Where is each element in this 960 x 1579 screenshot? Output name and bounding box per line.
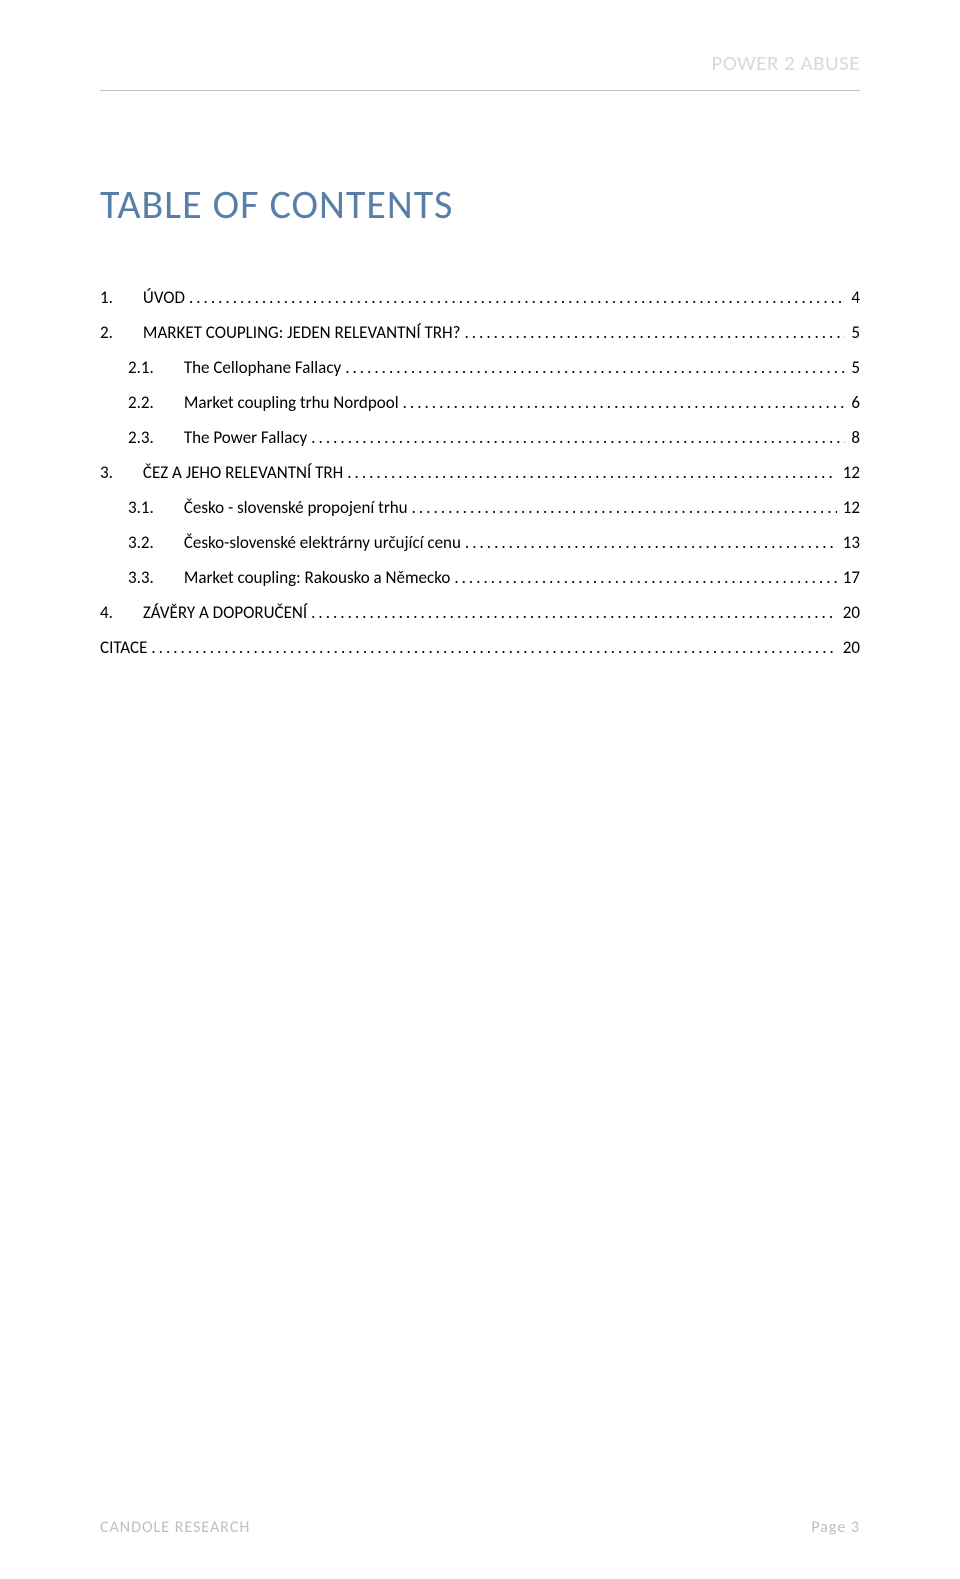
toc-label: The Power Fallacy: [184, 429, 307, 446]
toc-label: Česko-slovenské elektrárny určující cenu: [184, 534, 461, 551]
toc-page-number: 13: [841, 534, 860, 551]
toc-label: Market coupling: Rakousko a Německo: [184, 569, 451, 586]
toc-row[interactable]: 3.3. Market coupling: Rakousko a Německo 1…: [100, 569, 860, 586]
toc-number: 2.3.: [128, 429, 154, 446]
toc-label: CITACE: [100, 639, 147, 656]
footer: CANDOLE RESEARCH Page 3: [100, 1518, 860, 1537]
toc-leader-dots: [403, 394, 846, 411]
toc-number: 2.2.: [128, 394, 154, 411]
toc-number: 3.: [100, 464, 113, 481]
content-area: TABLE OF CONTENTS 1. ÚVOD 4 2. MARKET COUPLI…: [100, 180, 860, 674]
toc-row[interactable]: 2.3. The Power Fallacy 8: [100, 429, 860, 446]
toc-leader-dots: [311, 604, 837, 621]
toc-row[interactable]: 3.2. Česko-slovenské elektrárny určující …: [100, 534, 860, 551]
toc-number: 3.3.: [128, 569, 154, 586]
toc-leader-dots: [465, 534, 837, 551]
toc-number: 1.: [100, 289, 113, 306]
toc-row[interactable]: 1. ÚVOD 4: [100, 289, 860, 306]
toc-row[interactable]: 3.1. Česko - slovenské propojení trhu 12: [100, 499, 860, 516]
toc-row[interactable]: 3. ČEZ A JEHO RELEVANTNÍ TRH 12: [100, 464, 860, 481]
toc-row[interactable]: CITACE 20: [100, 639, 860, 656]
toc-number: 2.: [100, 324, 113, 341]
toc-label: Česko - slovenské propojení trhu: [184, 499, 408, 516]
toc-page-number: 4: [849, 289, 860, 306]
toc-row[interactable]: 4. ZÁVĚRY A DOPORUČENÍ 20: [100, 604, 860, 621]
toc-label: ÚVOD: [143, 289, 185, 306]
toc-page-number: 8: [849, 429, 860, 446]
toc-label: ZÁVĚRY A DOPORUČENÍ: [143, 604, 307, 621]
toc-leader-dots: [311, 429, 845, 446]
toc-leader-dots: [151, 639, 836, 656]
toc-leader-dots: [189, 289, 845, 306]
page-title: TABLE OF CONTENTS: [100, 180, 860, 229]
toc-number: 3.1.: [128, 499, 154, 516]
toc-number: 4.: [100, 604, 113, 621]
footer-left: CANDOLE RESEARCH: [100, 1518, 250, 1537]
toc-page-number: 5: [849, 324, 860, 341]
table-of-contents: 1. ÚVOD 4 2. MARKET COUPLING: JEDEN RELEVANT…: [100, 289, 860, 656]
header-rule: [100, 90, 860, 91]
toc-leader-dots: [345, 359, 845, 376]
toc-page-number: 6: [849, 394, 860, 411]
toc-leader-dots: [464, 324, 845, 341]
toc-page-number: 12: [841, 499, 860, 516]
toc-label: Market coupling trhu Nordpool: [184, 394, 399, 411]
toc-page-number: 20: [841, 604, 860, 621]
toc-label: ČEZ A JEHO RELEVANTNÍ TRH: [143, 464, 343, 481]
toc-page-number: 5: [849, 359, 860, 376]
running-header: POWER 2 ABUSE: [712, 50, 860, 76]
toc-row[interactable]: 2.2. Market coupling trhu Nordpool 6: [100, 394, 860, 411]
toc-row[interactable]: 2. MARKET COUPLING: JEDEN RELEVANTNÍ TRH?…: [100, 324, 860, 341]
toc-leader-dots: [454, 569, 836, 586]
toc-row[interactable]: 2.1. The Cellophane Fallacy 5: [100, 359, 860, 376]
toc-page-number: 12: [841, 464, 860, 481]
toc-page-number: 20: [841, 639, 860, 656]
toc-number: 2.1.: [128, 359, 154, 376]
toc-leader-dots: [347, 464, 837, 481]
page: POWER 2 ABUSE TABLE OF CONTENTS 1. ÚVOD 4 2…: [0, 0, 960, 1579]
toc-leader-dots: [412, 499, 837, 516]
toc-label: MARKET COUPLING: JEDEN RELEVANTNÍ TRH?: [143, 324, 461, 341]
toc-number: 3.2.: [128, 534, 154, 551]
toc-label: The Cellophane Fallacy: [184, 359, 341, 376]
footer-right: Page 3: [811, 1518, 860, 1537]
toc-page-number: 17: [841, 569, 860, 586]
